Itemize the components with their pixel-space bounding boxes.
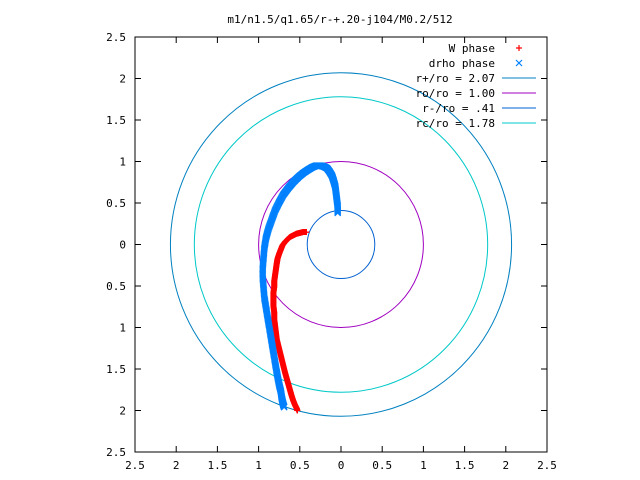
y-tick-label: 0.5 — [106, 197, 126, 210]
y-axis-ticks: 2.5 2 1.5 1 0.5 0 0.5 1 1.5 2 2.5 — [106, 31, 547, 459]
circle-line — [169, 72, 513, 417]
x-tick-label: 2 — [173, 459, 180, 472]
phase-series — [259, 162, 342, 414]
legend-label: ro/ro = 1.00 — [416, 87, 495, 100]
legend-label: drho phase — [429, 57, 495, 70]
circle-line — [258, 161, 424, 328]
legend: W phase drho phase r+/ro = 2.07 ro/ro = 1.0… — [416, 42, 536, 130]
series-w-phase — [270, 229, 310, 414]
legend-label: rc/ro = 1.78 — [416, 117, 495, 130]
x-tick-label: 1.5 — [455, 459, 475, 472]
point-marker — [280, 403, 288, 411]
point-marker — [294, 407, 301, 414]
y-tick-label: 1 — [119, 156, 126, 169]
y-tick-label: 2 — [119, 73, 126, 86]
y-tick-label: 0.5 — [106, 280, 126, 293]
y-tick-label: 2.5 — [106, 31, 126, 44]
x-tick-label: 2 — [502, 459, 509, 472]
x-tick-label: 1 — [420, 459, 427, 472]
circle-line — [306, 209, 376, 280]
x-tick-label: 0.5 — [290, 459, 310, 472]
legend-swatch — [515, 59, 523, 67]
circle-line — [193, 96, 489, 393]
x-tick-label: 0 — [338, 459, 345, 472]
series-drho-phase — [259, 162, 342, 411]
legend-swatch — [516, 45, 522, 51]
y-tick-label: 1.5 — [106, 114, 126, 127]
legend-label: W phase — [449, 42, 495, 55]
y-tick-label: 1.5 — [106, 363, 126, 376]
x-tick-label: 1 — [255, 459, 262, 472]
x-tick-label: 2.5 — [537, 459, 557, 472]
x-tick-label: 0.5 — [372, 459, 392, 472]
reference-circles — [169, 72, 513, 417]
y-tick-label: 1 — [119, 322, 126, 335]
legend-label: r-/ro = .41 — [422, 102, 495, 115]
x-axis-ticks: 2.5 2 1.5 1 0.5 0 0.5 1 1.5 2 2.5 — [125, 37, 557, 472]
chart-title: m1/n1.5/q1.65/r-+.20-j104/M0.2/512 — [227, 13, 452, 26]
x-tick-label: 2.5 — [125, 459, 145, 472]
legend-label: r+/ro = 2.07 — [416, 72, 495, 85]
y-tick-label: 2 — [119, 405, 126, 418]
y-tick-label: 2.5 — [106, 446, 126, 459]
y-tick-label: 0 — [119, 239, 126, 252]
x-tick-label: 1.5 — [207, 459, 227, 472]
